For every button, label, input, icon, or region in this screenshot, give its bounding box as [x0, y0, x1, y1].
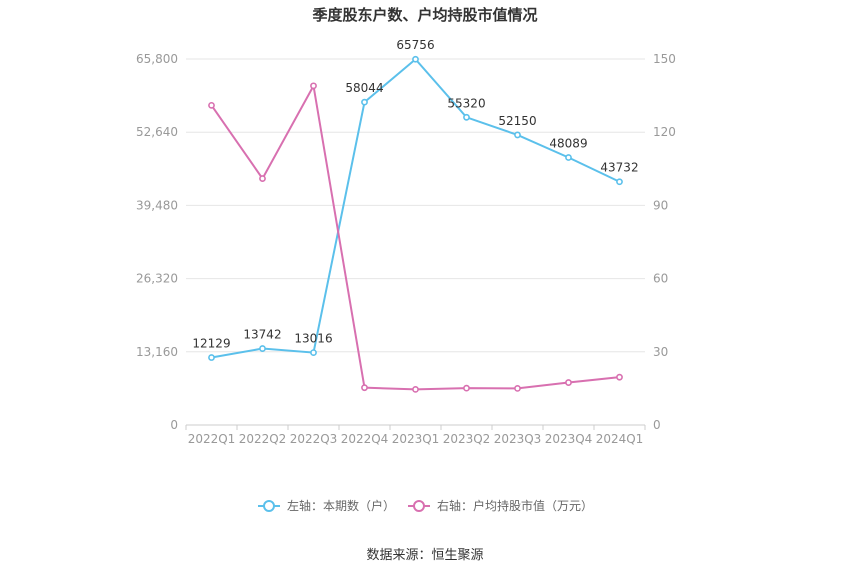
data-point: [565, 154, 572, 161]
left-axis-ticks: 0 13,160 26,320 39,480 52,640 65,800: [136, 52, 178, 432]
data-point: [208, 101, 215, 109]
left-tick-label: 52,640: [136, 125, 178, 139]
x-tick-label: 2023Q4: [545, 432, 593, 446]
source-note: 数据来源：恒生聚源: [366, 548, 483, 563]
grid-lines: [186, 58, 645, 353]
legend-label-2: 右轴：户均持股市值（万元）: [437, 498, 593, 513]
legend-swatch-marker-1: [263, 500, 275, 512]
right-axis-ticks: 0 30 60 90 120 150: [653, 52, 676, 432]
data-point: [412, 385, 419, 393]
series-layer: 12129 13742 13016 58044 65756 55320 52150 48089…: [192, 38, 639, 393]
right-tick-label: 0: [653, 418, 661, 432]
data-label: 13016: [294, 332, 332, 346]
right-tick-label: 30: [653, 345, 668, 359]
data-label: 12129: [192, 337, 230, 351]
data-point: [514, 131, 521, 139]
data-point: [565, 379, 572, 386]
data-point: [514, 384, 521, 392]
x-tick-label: 2024Q1: [596, 432, 644, 446]
left-tick-label: 0: [170, 418, 178, 432]
right-tick-label: 120: [653, 125, 676, 139]
data-point: [208, 354, 215, 361]
data-point: [412, 55, 419, 63]
right-tick-label: 60: [653, 272, 668, 286]
data-point: [616, 373, 623, 381]
series-line-1: [211, 57, 620, 359]
data-point: [361, 98, 368, 106]
x-tick-label: 2023Q1: [392, 432, 440, 446]
x-tick-label: 2022Q4: [341, 432, 389, 446]
data-point: [361, 384, 368, 392]
data-point: [463, 113, 470, 121]
data-label: 52150: [498, 114, 536, 128]
legend-swatch-marker-2: [413, 500, 425, 512]
right-tick-label: 150: [653, 52, 676, 66]
left-tick-label: 26,320: [136, 272, 178, 286]
x-tick-label: 2023Q3: [494, 432, 542, 446]
data-point: [310, 349, 317, 357]
x-tick-label: 2022Q3: [290, 432, 338, 446]
left-tick-label: 13,160: [136, 345, 178, 359]
chart-title: 季度股东户数、户均持股市值情况: [312, 6, 537, 24]
legend: 左轴：本期数（户） 右轴：户均持股市值（万元）: [258, 498, 593, 513]
data-label: 43732: [600, 161, 638, 175]
data-point: [463, 384, 470, 392]
data-label: 48089: [549, 137, 587, 151]
x-tick-label: 2022Q2: [239, 432, 287, 446]
data-point: [259, 175, 266, 182]
x-tick-label: 2022Q1: [188, 432, 236, 446]
data-point: [310, 82, 317, 90]
x-axis: 2022Q1 2022Q2 2022Q3 2022Q4 2023Q1 2023Q2 2023…: [185, 424, 646, 446]
data-label: 58044: [345, 81, 383, 95]
data-label: 65756: [396, 38, 434, 52]
left-tick-label: 39,480: [136, 198, 178, 212]
left-tick-label: 65,800: [136, 52, 178, 66]
data-point: [616, 178, 623, 186]
data-label: 13742: [243, 328, 281, 342]
series-line-2: [210, 82, 620, 391]
data-label: 55320: [447, 96, 485, 110]
right-tick-label: 90: [653, 198, 668, 212]
x-tick-label: 2023Q2: [443, 432, 491, 446]
data-point: [259, 345, 266, 352]
legend-label-1: 左轴：本期数（户）: [287, 498, 395, 513]
